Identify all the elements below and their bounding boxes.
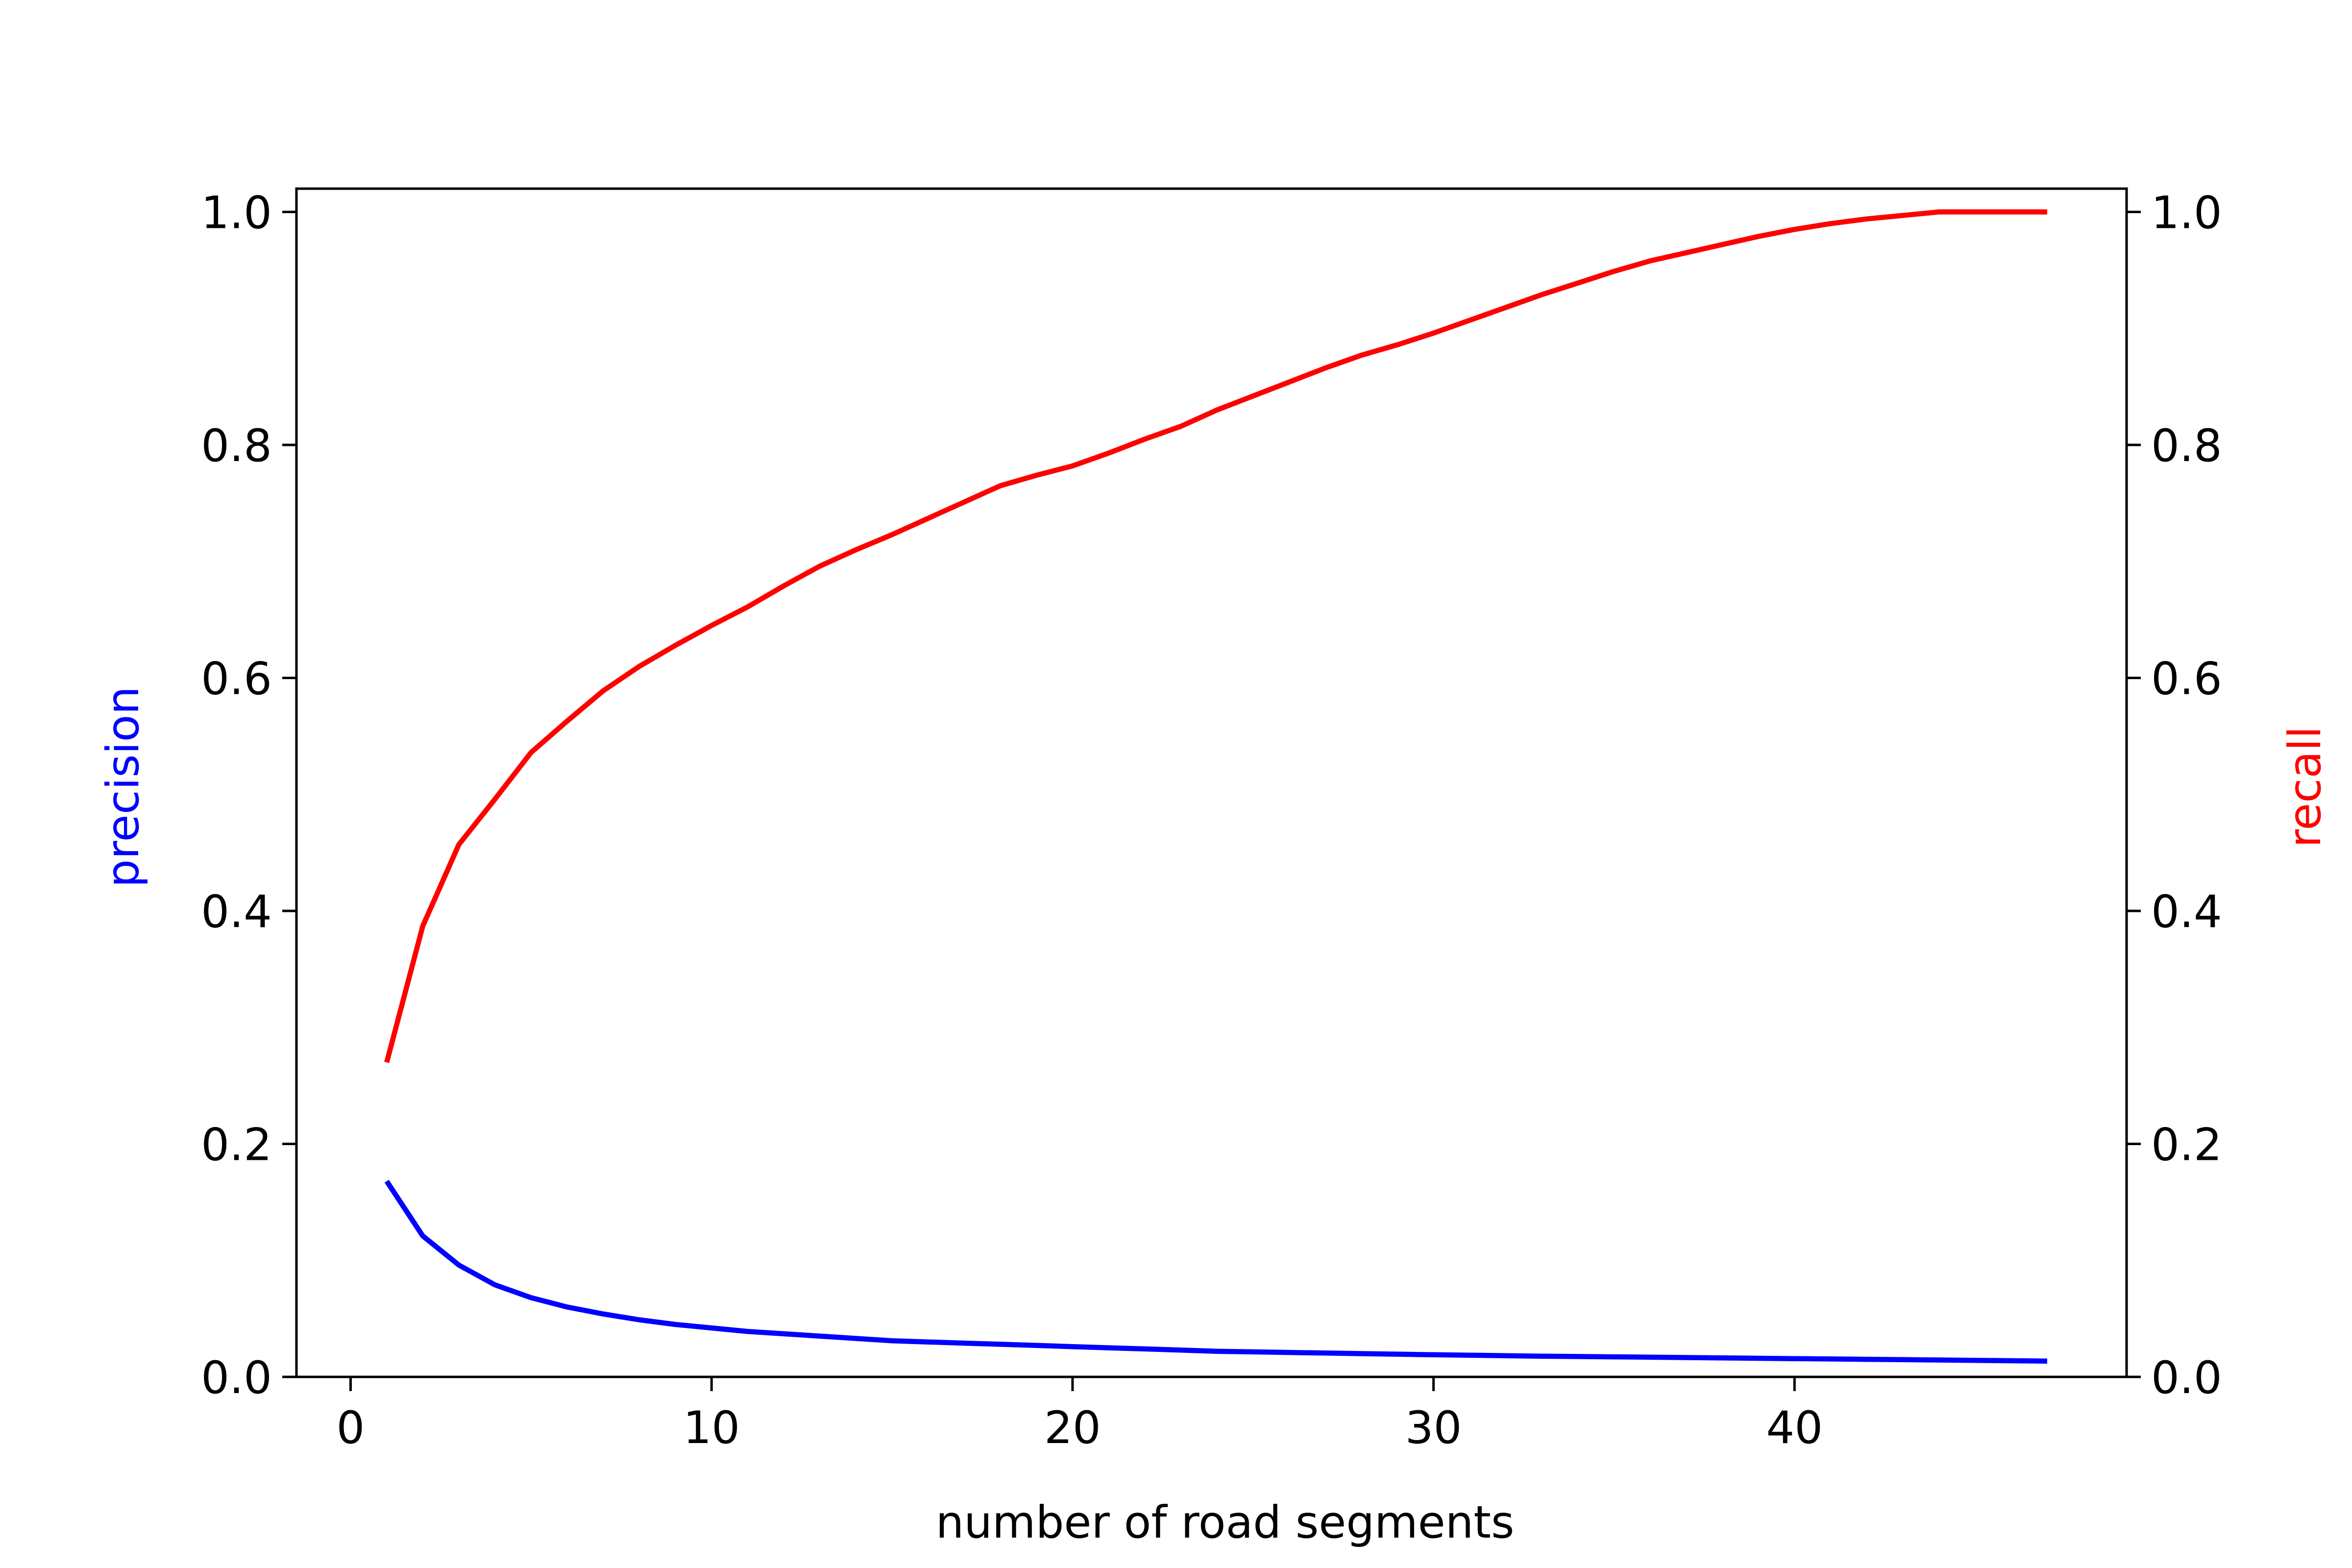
y-axis-label-left: precision bbox=[98, 686, 149, 888]
series-line-recall bbox=[384, 209, 2047, 1063]
y-right-tick-label-0.8: 0.8 bbox=[2151, 420, 2222, 472]
plot-area bbox=[384, 209, 2047, 1364]
y-right-tick-label-1.0: 1.0 bbox=[2151, 188, 2222, 239]
plot-frame bbox=[295, 187, 2128, 1378]
y-axis-label-right: recall bbox=[2279, 726, 2331, 848]
series-line-precision bbox=[384, 1179, 2047, 1364]
y-right-tick-label-0.0: 0.0 bbox=[2151, 1352, 2222, 1404]
axes: 0 10 20 30 40 0.0 0.2 0.4 0.6 0.8 1.0 0.0 0.2 0.4 0.6 0… bbox=[201, 187, 2222, 1454]
y-left-tick-label-0.6: 0.6 bbox=[201, 654, 272, 705]
y-right-tick-label-0.6: 0.6 bbox=[2151, 654, 2222, 705]
x-axis-label: number of road segments bbox=[936, 1497, 1515, 1548]
x-tick-label-40: 40 bbox=[1766, 1402, 1823, 1454]
y-right-tick-label-0.2: 0.2 bbox=[2151, 1120, 2222, 1171]
y-left-tick-label-1.0: 1.0 bbox=[201, 188, 272, 239]
x-tick-label-30: 30 bbox=[1405, 1402, 1462, 1454]
y-left-tick-label-0.8: 0.8 bbox=[201, 420, 272, 472]
x-tick-label-0: 0 bbox=[337, 1402, 365, 1454]
x-tick-label-10: 10 bbox=[683, 1402, 740, 1454]
y-right-tick-label-0.4: 0.4 bbox=[2151, 886, 2222, 938]
y-left-tick-label-0.4: 0.4 bbox=[201, 886, 272, 938]
y-left-tick-label-0.2: 0.2 bbox=[201, 1120, 272, 1171]
x-tick-label-20: 20 bbox=[1044, 1402, 1101, 1454]
y-left-tick-label-0.0: 0.0 bbox=[201, 1352, 272, 1404]
